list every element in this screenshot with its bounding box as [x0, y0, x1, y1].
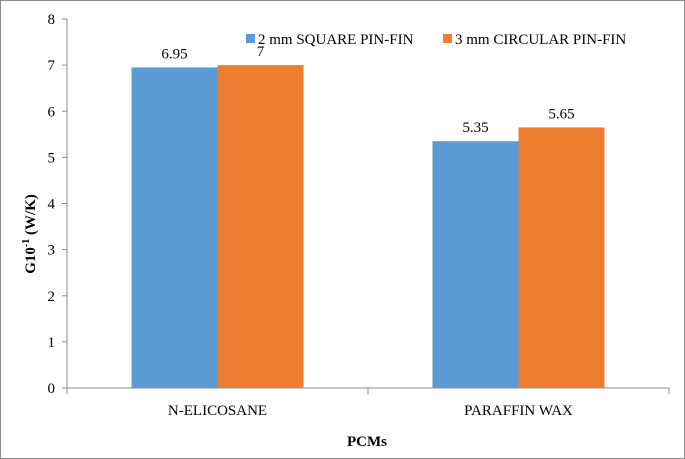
legend-swatch: [246, 34, 255, 43]
y-axis-title: G10-1 (W/K): [21, 194, 39, 274]
x-category-label: N-ELICOSANE: [168, 403, 267, 419]
y-tick-label: 2: [48, 289, 56, 305]
y-axis-title-main: G10: [23, 247, 39, 274]
y-axis-title-unit: (W/K): [23, 194, 39, 239]
data-label: 5.35: [462, 120, 488, 136]
legend-swatch: [443, 34, 452, 43]
data-label: 5.65: [548, 106, 574, 122]
data-label: 6.95: [161, 46, 187, 62]
y-tick-label: 5: [48, 150, 56, 166]
legend-label: 2 mm SQUARE PIN-FIN: [258, 32, 414, 48]
y-tick-label: 8: [48, 12, 56, 28]
y-tick-label: 3: [48, 243, 56, 259]
bar: [217, 65, 304, 388]
legend-label: 3 mm CIRCULAR PIN-FIN: [455, 32, 626, 48]
y-tick-label: 6: [48, 104, 56, 120]
bar: [131, 67, 218, 389]
bar: [518, 127, 605, 389]
bar: [432, 141, 519, 388]
y-tick-label: 1: [48, 335, 56, 351]
x-axis-title: PCMs: [347, 434, 387, 450]
x-category-label: PARAFFIN WAX: [464, 403, 573, 419]
y-tick-label: 4: [48, 197, 56, 213]
y-axis-title-superscript: -1: [21, 239, 32, 247]
data-label: 7: [257, 44, 265, 60]
y-tick-label: 7: [48, 58, 56, 74]
y-tick-label: 0: [48, 381, 56, 397]
